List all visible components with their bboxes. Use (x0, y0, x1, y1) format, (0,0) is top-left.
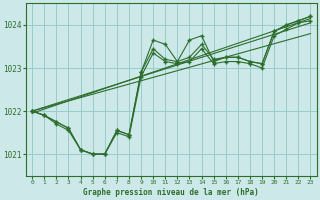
X-axis label: Graphe pression niveau de la mer (hPa): Graphe pression niveau de la mer (hPa) (84, 188, 259, 197)
